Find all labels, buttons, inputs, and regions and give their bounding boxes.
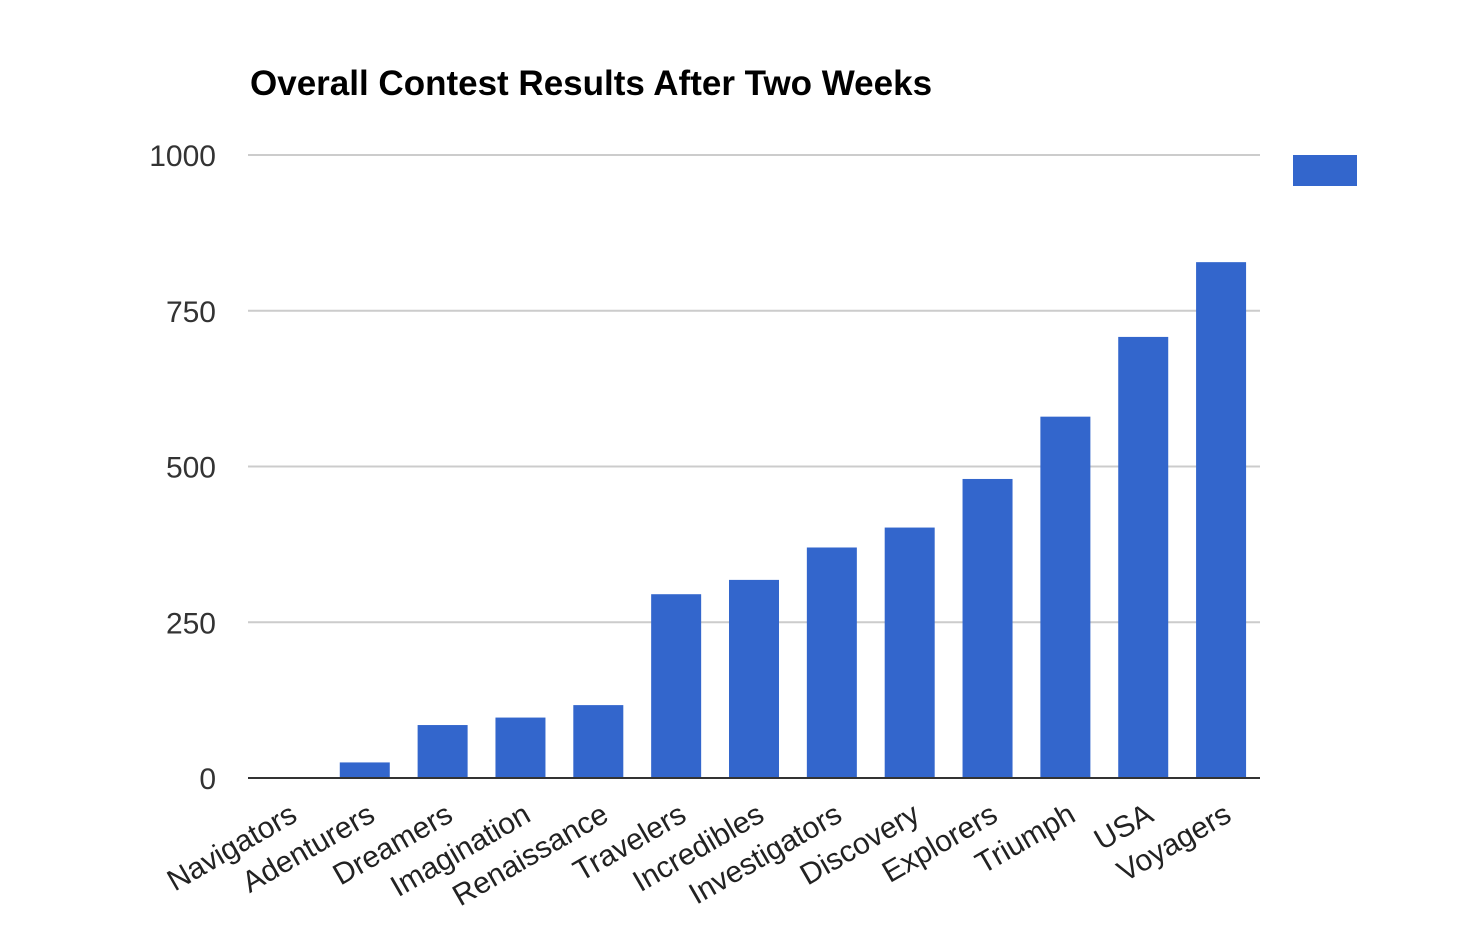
bar-adenturers: [339, 762, 390, 778]
bar-investigators: [806, 547, 857, 778]
x-axis-category-labels: NavigatorsAdenturersDreamersImaginationR…: [162, 797, 1237, 912]
bars: [339, 262, 1247, 778]
bar-dreamers: [417, 725, 468, 778]
y-tick-label: 750: [166, 296, 216, 329]
y-tick-label: 0: [199, 763, 216, 796]
bar-voyagers: [1196, 262, 1247, 778]
legend: [1293, 155, 1357, 186]
bar-renaissance: [573, 705, 624, 778]
chart-title: Overall Contest Results After Two Weeks: [250, 64, 932, 103]
legend-swatch: [1293, 155, 1357, 186]
bar-triumph: [1040, 416, 1091, 778]
bar-usa: [1118, 336, 1169, 778]
bar-explorers: [962, 478, 1013, 778]
bar-travelers: [651, 594, 702, 778]
y-axis-tick-labels: 0 250 500 750 1000: [149, 140, 216, 796]
bar-discovery: [884, 527, 935, 778]
gridlines: [248, 154, 1260, 624]
bar-incredibles: [729, 579, 779, 778]
y-tick-label: 1000: [149, 140, 216, 173]
y-tick-label: 250: [166, 607, 216, 640]
bar-imagination: [495, 717, 546, 778]
y-tick-label: 500: [166, 452, 216, 485]
